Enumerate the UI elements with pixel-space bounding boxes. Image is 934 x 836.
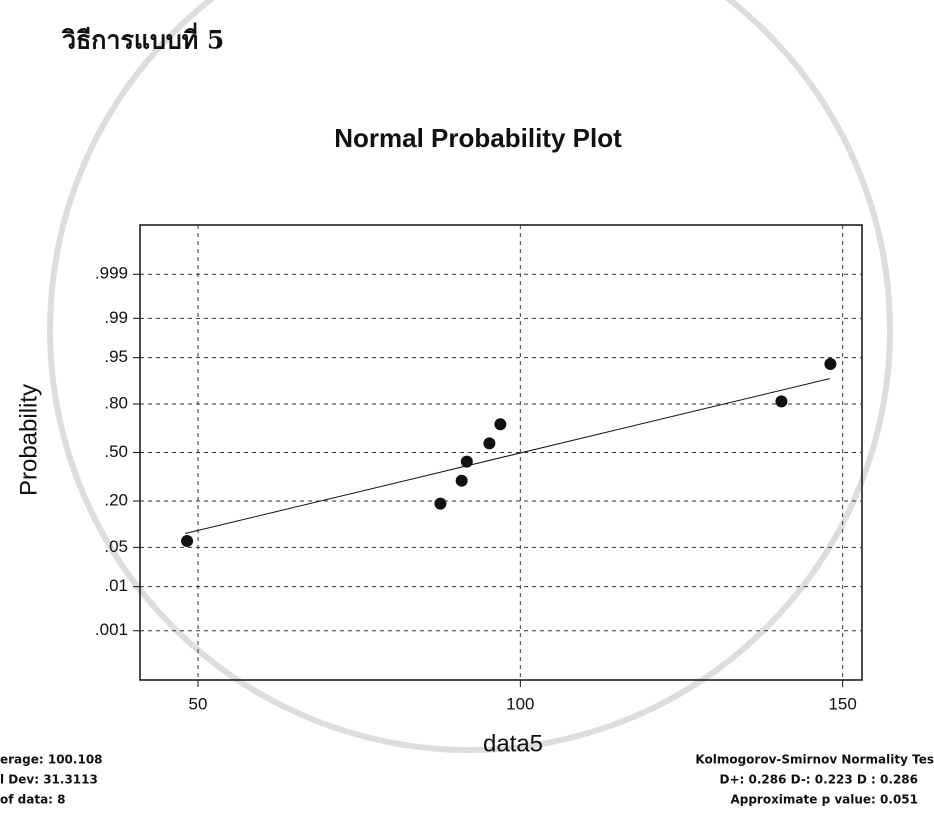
x-tick-label: 50	[189, 694, 208, 713]
stat-line: l Dev: 31.3113	[0, 773, 98, 787]
data-point	[775, 395, 788, 408]
y-tick-label: .80	[104, 393, 128, 412]
heading: วิธีการแบบที่ 5	[61, 23, 224, 55]
stat-line: D+: 0.286 D-: 0.223 D : 0.286	[720, 773, 918, 787]
y-tick-label: .05	[104, 537, 128, 556]
y-tick-label: .20	[104, 491, 128, 510]
data-point	[181, 534, 194, 547]
y-tick-label: .95	[104, 347, 128, 366]
chart-title: Normal Probability Plot	[334, 123, 622, 153]
y-tick-label: .999	[95, 264, 128, 283]
data-point	[455, 474, 468, 487]
watermark-seal	[47, 0, 893, 753]
stat-line: erage: 100.108	[0, 753, 103, 767]
x-tick-label: 100	[506, 694, 534, 713]
y-axis-label: Probability	[15, 384, 42, 496]
y-tick-label: .01	[104, 576, 128, 595]
y-tick-label: .50	[104, 442, 128, 461]
x-axis-label: data5	[483, 730, 543, 757]
data-point	[460, 455, 473, 468]
x-tick-label: 150	[828, 694, 856, 713]
stat-line: Kolmogorov-Smirnov Normality Tes	[695, 753, 934, 767]
fit-line	[185, 378, 830, 535]
data-point	[494, 418, 507, 431]
y-tick-label: .001	[95, 620, 128, 639]
data-point	[824, 358, 837, 371]
stat-line: of data: 8	[0, 793, 66, 807]
data-point	[434, 497, 447, 510]
stat-line: Approximate p value: 0.051	[730, 793, 918, 807]
y-tick-label: .99	[104, 308, 128, 327]
data-point	[483, 437, 496, 450]
